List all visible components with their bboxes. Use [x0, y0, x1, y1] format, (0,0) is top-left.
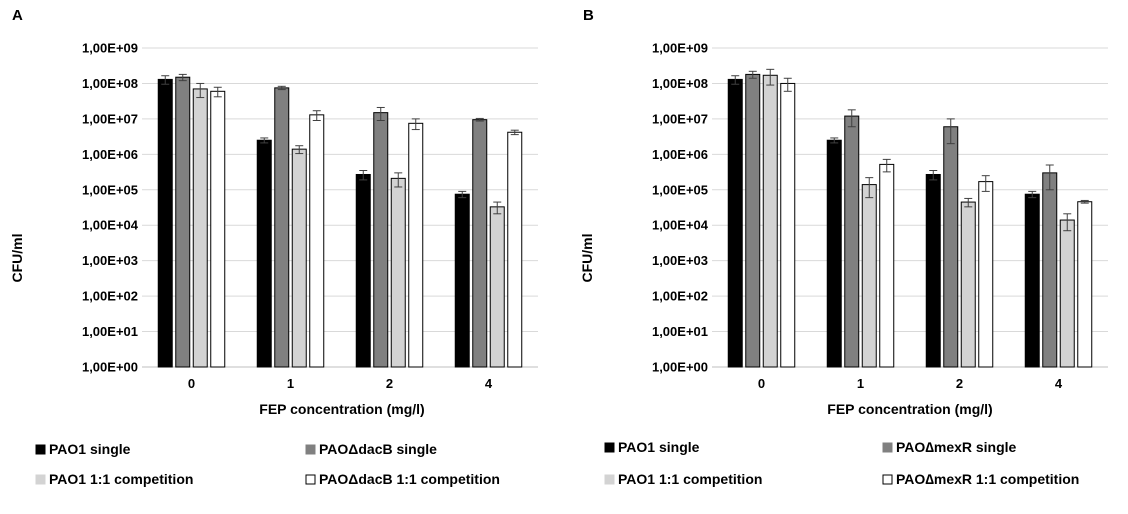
- y-tick-label: 1,00E+07: [82, 111, 138, 126]
- x-axis-title-b: FEP concentration (mg/l): [827, 401, 992, 417]
- legend-swatch: [35, 444, 46, 455]
- bar: [472, 119, 488, 368]
- y-tick-label: 1,00E+09: [652, 41, 708, 56]
- y-tick-label: 1,00E+07: [652, 111, 708, 126]
- bar: [309, 114, 325, 368]
- y-tick-label: 1,00E+03: [652, 253, 708, 268]
- panel-label-b: B: [583, 7, 594, 24]
- legend-swatch: [882, 442, 893, 453]
- y-tick-label: 1,00E+04: [82, 218, 139, 233]
- bar: [978, 181, 994, 368]
- bar: [454, 193, 470, 368]
- x-tick-label: 1: [857, 376, 864, 391]
- chart-panel-a: 1,00E+00 1,00E+01 1,00E+02 1,00E+03 1,00E+04…: [82, 41, 538, 391]
- y-tick-label: 1,00E+01: [82, 324, 138, 339]
- bar: [960, 201, 976, 368]
- bar: [844, 115, 860, 368]
- y-tick-label: 1,00E+01: [652, 324, 708, 339]
- legend-label: PAO1 single: [618, 439, 700, 455]
- y-tick-label: 1,00E+08: [82, 76, 138, 91]
- x-tick-label: 4: [1055, 376, 1063, 391]
- bar: [826, 139, 842, 368]
- y-tick-label: 1,00E+09: [82, 41, 138, 56]
- legend-label: PAO∆mexR 1:1 competition: [896, 471, 1079, 487]
- bar: [256, 139, 272, 368]
- legend-label: PAO∆mexR single: [896, 439, 1017, 455]
- y-tick-label: 1,00E+00: [652, 360, 708, 375]
- y-tick-label: 1,00E+02: [82, 289, 138, 304]
- y-tick-label: 1,00E+03: [82, 253, 138, 268]
- y-tick-label: 1,00E+05: [652, 182, 708, 197]
- y-tick-label: 1,00E+06: [652, 147, 708, 162]
- bar: [879, 163, 895, 368]
- bar: [373, 112, 389, 368]
- x-tick-label: 0: [758, 376, 765, 391]
- y-axis-title-a: CFU/ml: [9, 234, 25, 283]
- bar: [408, 122, 424, 368]
- bar: [1077, 201, 1093, 368]
- bar: [861, 184, 877, 368]
- bar: [210, 90, 226, 368]
- bar: [943, 126, 959, 368]
- legend-label: PAO1 single: [49, 441, 131, 457]
- bar: [507, 131, 523, 368]
- y-tick-label: 1,00E+05: [82, 182, 138, 197]
- y-tick-label: 1,00E+06: [82, 147, 138, 162]
- y-tick-label: 1,00E+00: [82, 360, 138, 375]
- bar: [274, 87, 290, 368]
- legend-label: PAOΔdacB 1:1 competition: [319, 471, 500, 487]
- legend-a: PAO1 single PAOΔdacB single PAO1 1:1 compe…: [35, 441, 500, 487]
- bar: [745, 73, 761, 368]
- y-axis-title-b: CFU/ml: [579, 234, 595, 283]
- legend-swatch: [305, 444, 316, 455]
- legend-swatch: [882, 474, 893, 485]
- y-tick-label: 1,00E+02: [652, 289, 708, 304]
- bar: [780, 82, 796, 368]
- bar: [355, 173, 371, 368]
- bar: [157, 78, 173, 368]
- bar: [291, 148, 307, 368]
- legend-b: PAO1 single PAO∆mexR single PAO1 1:1 compe…: [604, 439, 1079, 487]
- legend-swatch: [604, 442, 615, 453]
- x-tick-label: 2: [386, 376, 393, 391]
- x-tick-label: 4: [485, 376, 493, 391]
- legend-label: PAOΔdacB single: [319, 441, 437, 457]
- legend-swatch: [604, 474, 615, 485]
- bar: [192, 88, 208, 368]
- bar: [727, 78, 743, 368]
- legend-label: PAO1 1:1 competition: [49, 471, 193, 487]
- legend-label: PAO1 1:1 competition: [618, 471, 762, 487]
- bar: [489, 206, 505, 368]
- bar: [925, 173, 941, 368]
- y-tick-label: 1,00E+08: [652, 76, 708, 91]
- bar: [175, 76, 191, 368]
- bar: [1042, 172, 1058, 368]
- bar: [1059, 219, 1075, 368]
- x-tick-label: 1: [287, 376, 294, 391]
- legend-swatch: [305, 474, 316, 485]
- bar: [1024, 193, 1040, 368]
- bar: [390, 177, 406, 368]
- legend-swatch: [35, 474, 46, 485]
- panel-label-a: A: [12, 7, 23, 24]
- x-tick-label: 0: [188, 376, 195, 391]
- bar: [762, 74, 778, 368]
- y-tick-label: 1,00E+04: [652, 218, 709, 233]
- x-axis-title-a: FEP concentration (mg/l): [259, 401, 424, 417]
- x-tick-label: 2: [956, 376, 963, 391]
- chart-panel-b: 1,00E+00 1,00E+01 1,00E+02 1,00E+03 1,00E+04…: [652, 41, 1108, 391]
